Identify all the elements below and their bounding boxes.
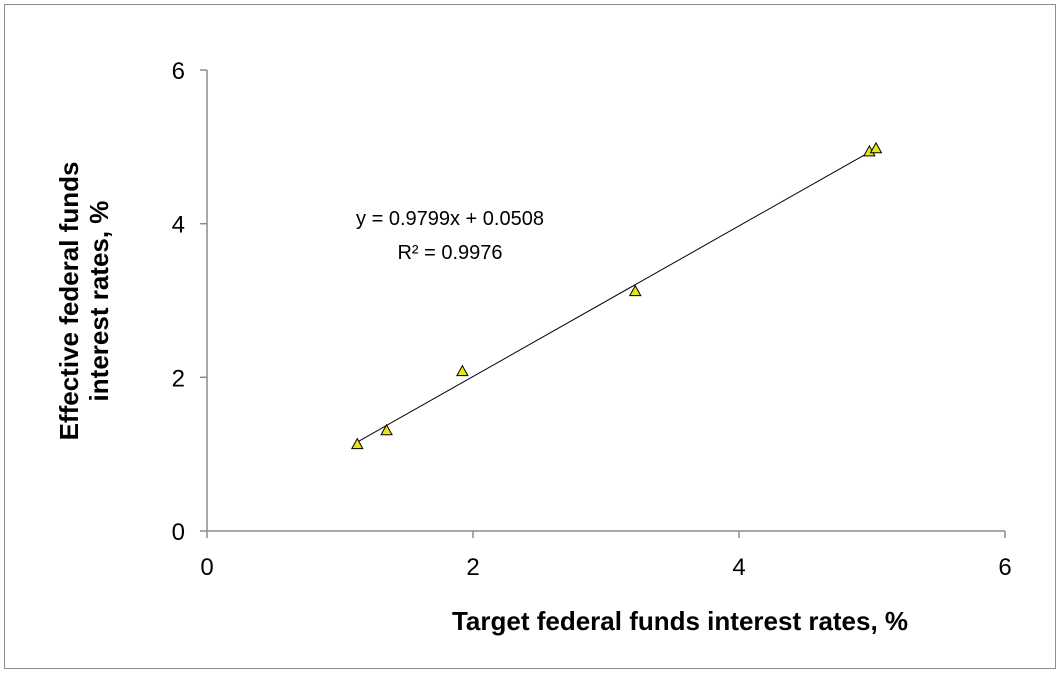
y-tick-label: 6	[172, 58, 185, 85]
trendline-equation: y = 0.9799x + 0.0508	[356, 208, 544, 230]
x-tick-label: 2	[466, 554, 479, 581]
ticks: 0 2 4 6 0 2 4 6	[172, 58, 1012, 581]
data-point	[628, 284, 642, 297]
data-point	[350, 437, 364, 450]
y-tick-label: 2	[172, 365, 185, 392]
x-tick-label: 6	[998, 554, 1011, 581]
y-tick-label: 4	[172, 212, 185, 239]
data-point	[380, 423, 393, 436]
x-axis-title: Target federal funds interest rates, %	[452, 606, 908, 636]
trendline-group	[357, 147, 877, 443]
y-axis-title-line-1: Effective federal funds	[54, 162, 84, 441]
y-axis-title: Effective federal funds interest rates, …	[54, 162, 114, 441]
data-point	[869, 141, 883, 154]
x-tick-label: 4	[732, 554, 745, 581]
x-tick-label: 0	[200, 554, 213, 581]
data-points	[350, 141, 883, 450]
axes	[206, 70, 1005, 532]
trendline	[357, 147, 877, 443]
chart-area	[4, 4, 1056, 669]
r-squared-label: R² = 0.9976	[397, 242, 502, 264]
data-point	[456, 364, 469, 377]
y-axis-title-line-2: interest rates, %	[84, 201, 114, 402]
y-tick-label: 0	[172, 519, 185, 546]
